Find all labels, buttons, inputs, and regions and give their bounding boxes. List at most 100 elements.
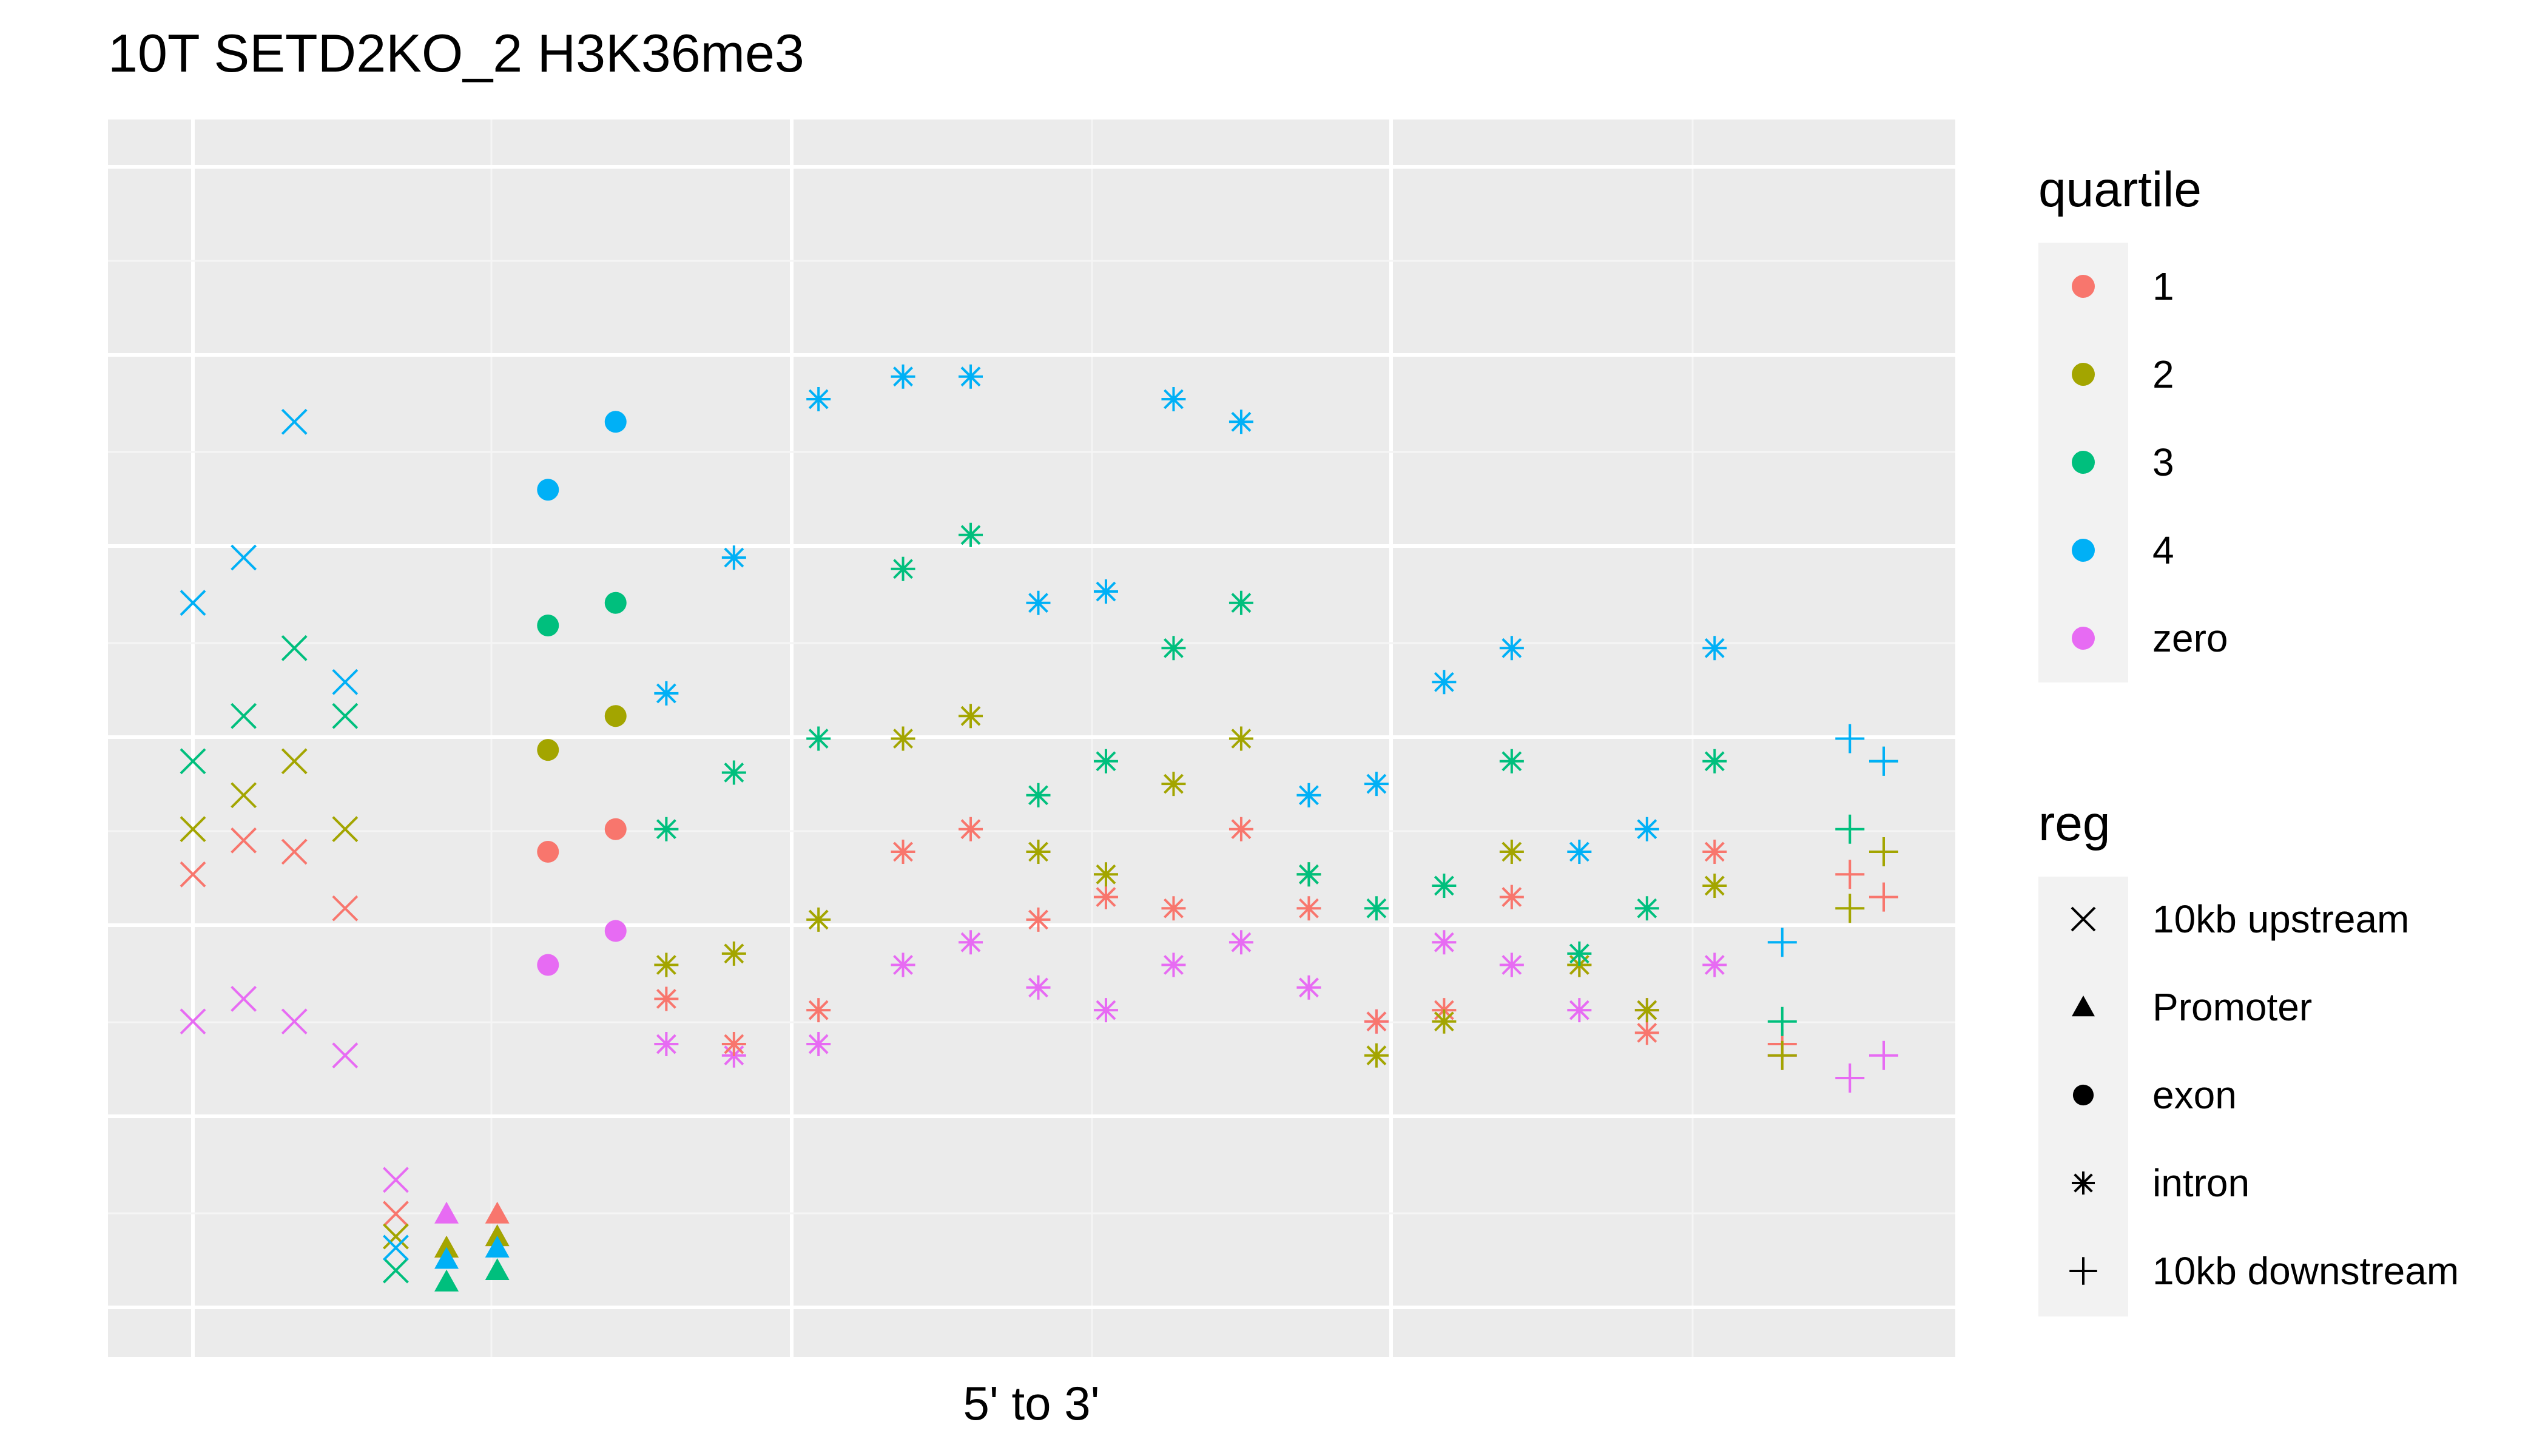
point-1-24 (1702, 840, 1727, 864)
point-1-9 (654, 986, 679, 1011)
shape-legend-item-2: exon (2072, 1073, 2237, 1117)
point-zero-20 (1432, 930, 1457, 955)
shape-legend-item-1: Promoter (2072, 985, 2312, 1029)
shape-legend-swatch (2072, 1084, 2094, 1106)
point-zero-24 (1702, 952, 1727, 977)
point-3-6 (485, 1258, 510, 1281)
point-zero-9 (654, 1032, 679, 1057)
point-1-27 (1869, 882, 1898, 912)
point-3-25 (1767, 1006, 1797, 1036)
color-legend-label: 4 (2152, 528, 2174, 572)
point-zero-15 (1093, 998, 1118, 1023)
point-1-4 (383, 1201, 409, 1227)
color-legend-label: 1 (2152, 265, 2174, 308)
shape-legend-label: 10kb upstream (2152, 897, 2409, 941)
point-4-6 (485, 1235, 510, 1258)
point-3-0 (180, 748, 206, 775)
point-4-23 (1634, 817, 1659, 841)
point-2-9 (654, 952, 679, 977)
color-legend-swatch (2072, 451, 2095, 474)
point-4-4 (383, 1235, 409, 1261)
shape-legend-item-0: 10kb upstream (2071, 897, 2409, 941)
point-3-22 (1567, 941, 1592, 966)
point-1-6 (485, 1201, 510, 1224)
point-3-20 (1432, 873, 1457, 898)
point-zero-13 (959, 930, 983, 955)
color-legend-swatch (2072, 363, 2095, 386)
point-2-3 (332, 816, 359, 843)
color-legend-item-3: 3 (2072, 440, 2174, 484)
point-2-8 (604, 705, 627, 727)
color-legend-item-1: 1 (2072, 265, 2174, 308)
point-1-17 (1228, 817, 1253, 841)
point-zero-11 (806, 1032, 831, 1057)
point-1-23 (1634, 1020, 1659, 1045)
point-4-5 (434, 1247, 459, 1269)
point-1-11 (806, 998, 831, 1023)
shape-legend-label: exon (2152, 1073, 2237, 1117)
point-3-16 (1161, 636, 1186, 661)
point-3-5 (434, 1269, 459, 1292)
point-4-22 (1567, 840, 1592, 864)
point-3-13 (959, 522, 983, 547)
shape-legend-swatch (2069, 1257, 2097, 1285)
point-zero-5 (434, 1201, 459, 1224)
point-3-3 (332, 703, 359, 729)
point-1-2 (281, 838, 308, 865)
point-2-20 (1432, 1009, 1457, 1034)
point-zero-14 (1026, 975, 1051, 1000)
color-legend-swatch (2072, 627, 2095, 650)
point-zero-26 (1835, 1063, 1865, 1093)
point-2-6 (485, 1224, 510, 1247)
point-3-14 (1026, 783, 1051, 807)
point-zero-22 (1567, 998, 1592, 1023)
shape-legend-label: intron (2152, 1161, 2250, 1205)
point-4-11 (806, 387, 831, 411)
point-3-8 (604, 592, 627, 614)
point-2-11 (806, 907, 831, 932)
point-3-12 (891, 556, 915, 581)
point-1-13 (959, 817, 983, 841)
point-2-15 (1093, 862, 1118, 887)
point-1-3 (332, 895, 359, 922)
point-1-18 (1296, 896, 1321, 921)
point-2-25 (1767, 1040, 1797, 1070)
point-4-14 (1026, 590, 1051, 615)
point-3-15 (1093, 749, 1118, 774)
point-3-26 (1835, 814, 1865, 844)
color-legend-title: quartile (2038, 162, 2202, 217)
point-4-13 (959, 364, 983, 389)
point-4-0 (180, 590, 206, 616)
point-2-24 (1702, 873, 1727, 898)
point-1-0 (180, 861, 206, 888)
point-3-17 (1228, 590, 1253, 615)
color-legend: 1 2 3 4 zero (2072, 265, 2228, 660)
point-1-15 (1093, 885, 1118, 909)
series-3 (180, 522, 1898, 1292)
point-4-8 (604, 411, 627, 433)
point-3-11 (806, 726, 831, 751)
point-1-7 (537, 841, 559, 863)
point-4-27 (1869, 746, 1898, 776)
point-3-9 (654, 817, 679, 841)
point-4-3 (332, 669, 359, 695)
point-1-21 (1499, 885, 1524, 909)
shape-legend-label: Promoter (2152, 985, 2312, 1029)
color-legend-label: zero (2152, 616, 2228, 660)
point-2-23 (1634, 998, 1659, 1023)
point-1-14 (1026, 907, 1051, 932)
point-2-16 (1161, 772, 1186, 797)
point-zero-3 (332, 1042, 359, 1069)
point-2-0 (180, 816, 206, 843)
point-1-19 (1364, 1009, 1389, 1034)
point-3-23 (1634, 896, 1659, 921)
point-2-10 (721, 941, 746, 966)
point-2-2 (281, 748, 308, 775)
point-4-19 (1364, 772, 1389, 797)
point-zero-21 (1499, 952, 1524, 977)
color-legend-label: 2 (2152, 352, 2174, 396)
shape-legend-item-3: intron (2072, 1161, 2250, 1205)
point-2-14 (1026, 840, 1051, 864)
shape-legend-swatch (2072, 996, 2095, 1017)
point-4-1 (231, 544, 257, 571)
